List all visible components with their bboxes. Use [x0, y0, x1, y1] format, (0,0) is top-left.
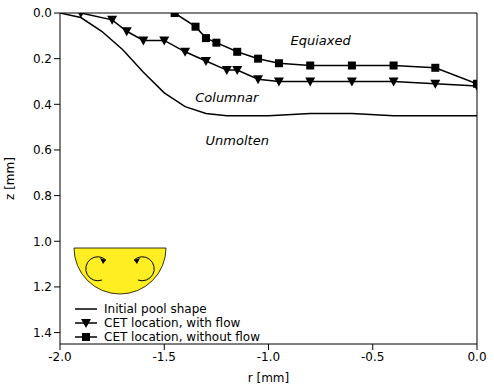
svg-text:0.0: 0.0	[33, 6, 52, 20]
svg-text:Columnar: Columnar	[195, 90, 260, 105]
svg-text:0.0: 0.0	[467, 350, 486, 364]
svg-text:1.4: 1.4	[33, 326, 52, 340]
svg-text:z [mm]: z [mm]	[3, 157, 17, 200]
svg-text:0.6: 0.6	[33, 143, 52, 157]
svg-text:-1.0: -1.0	[257, 350, 280, 364]
svg-text:-0.5: -0.5	[361, 350, 384, 364]
svg-text:0.4: 0.4	[33, 98, 52, 112]
svg-text:1.0: 1.0	[33, 235, 52, 249]
svg-text:Equiaxed: Equiaxed	[291, 33, 352, 48]
svg-text:0.8: 0.8	[33, 189, 52, 203]
html-text:Initial pool shape: Initial pool shape	[104, 302, 207, 316]
html-text:CET location, without flow: CET location, without flow	[104, 330, 260, 344]
svg-text:-1.5: -1.5	[153, 350, 176, 364]
svg-text:r [mm]: r [mm]	[248, 371, 290, 385]
svg-text:Unmolten: Unmolten	[206, 133, 269, 148]
svg-text:-2.0: -2.0	[48, 350, 71, 364]
svg-text:1.2: 1.2	[33, 280, 52, 294]
svg-text:0.2: 0.2	[33, 52, 52, 66]
html-text:CET location, with flow: CET location, with flow	[104, 316, 241, 330]
